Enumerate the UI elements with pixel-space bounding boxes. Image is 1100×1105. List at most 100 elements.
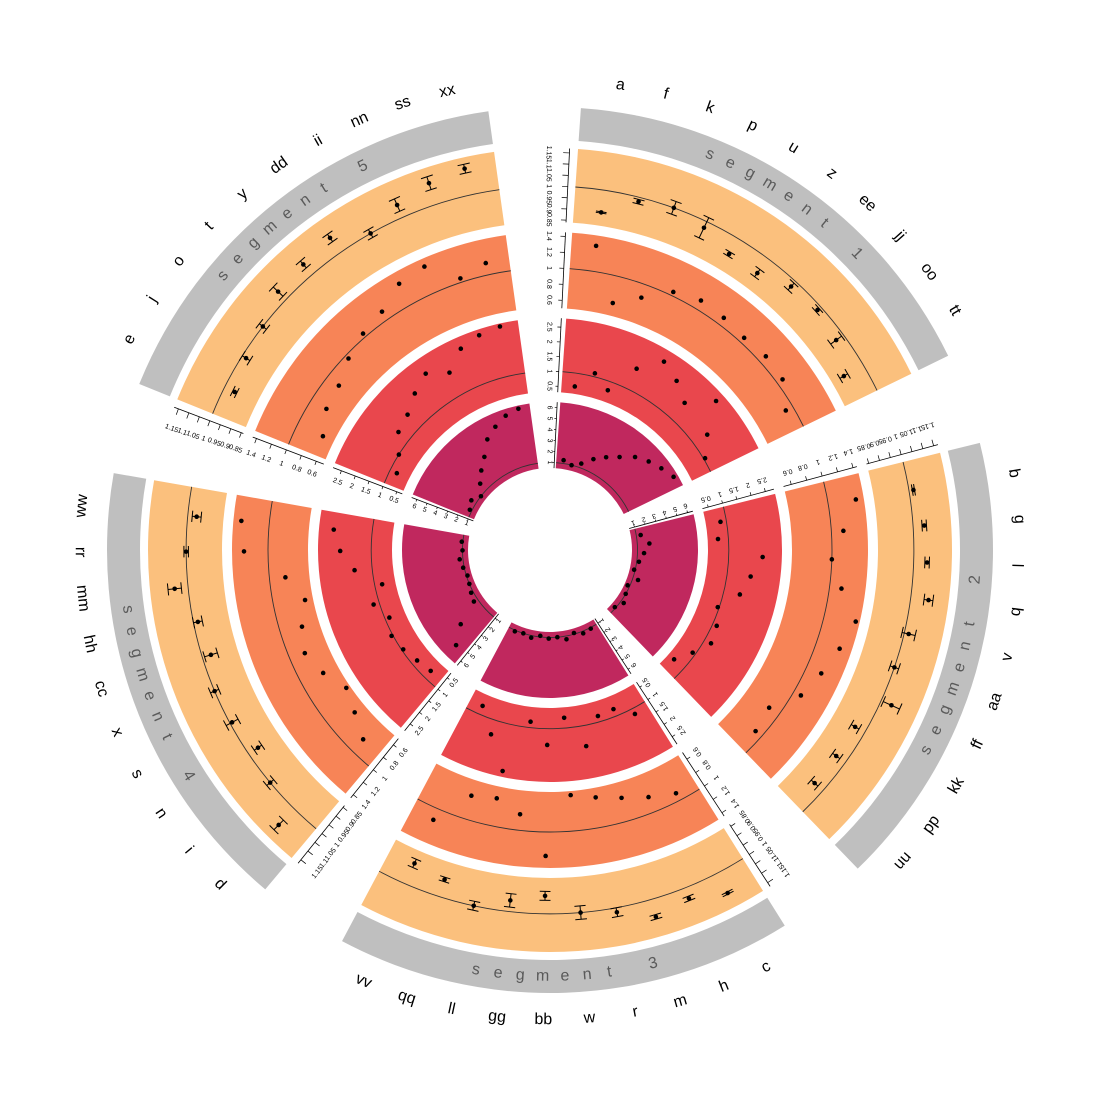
- data-point: [538, 634, 543, 639]
- tick-label: 0.5: [545, 381, 552, 391]
- data-point: [569, 463, 574, 468]
- axis-tick: [731, 823, 735, 826]
- data-point: [462, 166, 467, 171]
- category-label: l: [1011, 564, 1028, 568]
- axis-tick: [354, 476, 355, 479]
- data-point: [925, 560, 930, 565]
- data-point: [500, 769, 505, 774]
- category-label: uu: [890, 848, 915, 873]
- data-point: [546, 636, 551, 641]
- segment-1: 1234560.511.522.50.60.811.21.40.850.90.9…: [544, 76, 964, 514]
- data-point: [283, 575, 288, 580]
- data-point: [672, 657, 677, 662]
- category-label: ii: [311, 132, 326, 150]
- tick-label: 0.6: [398, 747, 410, 759]
- tick-label: 1: [717, 490, 723, 498]
- data-point: [244, 356, 249, 361]
- data-point: [642, 551, 647, 556]
- track-4-axis: [566, 148, 570, 222]
- axis-tick: [300, 456, 301, 460]
- axis-tick: [836, 467, 837, 472]
- data-point: [513, 629, 518, 634]
- axis-tick: [419, 712, 422, 714]
- category-label: kk: [945, 774, 968, 797]
- data-point: [469, 498, 474, 503]
- data-point: [738, 592, 743, 597]
- data-point: [361, 737, 366, 742]
- category-label: ww: [72, 493, 91, 519]
- data-point: [780, 377, 785, 382]
- data-point: [682, 401, 687, 406]
- data-point: [518, 812, 523, 817]
- axis-tick: [343, 807, 347, 810]
- data-point: [714, 624, 719, 629]
- tick-label: 1: [545, 184, 552, 188]
- data-point: [671, 290, 676, 295]
- data-point: [568, 793, 573, 798]
- data-point: [604, 455, 609, 460]
- category-label: b: [1005, 468, 1023, 480]
- data-point: [716, 537, 721, 542]
- tick-label: 1.5: [431, 701, 443, 713]
- data-point: [352, 710, 357, 715]
- tick-label: 6: [411, 503, 417, 511]
- tick-label: 3: [546, 438, 553, 442]
- tick-label: 1: [442, 691, 450, 699]
- axis-tick: [889, 452, 890, 457]
- data-point: [401, 647, 406, 652]
- category-label: e: [120, 331, 139, 347]
- tick-label: 0.85: [545, 213, 553, 227]
- data-point: [459, 539, 464, 544]
- tick-label: 1: [377, 492, 383, 500]
- tick-label: 1.4: [545, 231, 552, 241]
- axis-tick: [610, 641, 611, 642]
- data-point: [671, 475, 676, 480]
- data-point: [472, 599, 477, 604]
- axis-tick: [229, 429, 231, 434]
- data-point: [709, 641, 714, 646]
- tick-label: 2.5: [414, 725, 426, 737]
- axis-tick: [628, 668, 630, 669]
- axis-tick: [750, 492, 751, 495]
- tick-label: 1.05: [545, 168, 553, 182]
- data-point: [415, 658, 420, 663]
- data-point: [447, 370, 452, 375]
- tick-label: 1.1: [545, 159, 552, 169]
- data-point: [725, 891, 730, 896]
- data-point: [543, 894, 548, 899]
- axis-tick: [867, 458, 868, 463]
- axis-tick: [921, 443, 923, 449]
- axis-tick: [737, 833, 741, 836]
- tick-label: 1.2: [260, 454, 272, 464]
- data-point: [767, 705, 772, 710]
- tick-label: 1: [495, 617, 503, 625]
- axis-tick: [468, 652, 470, 653]
- data-point: [423, 371, 428, 376]
- data-point: [395, 203, 400, 208]
- tick-label: 0.6: [692, 745, 703, 757]
- axis-tick: [438, 689, 440, 691]
- data-point: [702, 225, 707, 230]
- data-point: [906, 632, 911, 637]
- category-label: gg: [487, 1007, 507, 1026]
- category-label: xx: [438, 81, 457, 101]
- axis-tick: [218, 425, 220, 430]
- category-label: k: [703, 98, 717, 117]
- data-point: [572, 631, 577, 636]
- axis-tick: [664, 723, 667, 725]
- data-point: [613, 605, 618, 610]
- category-label: z: [824, 164, 841, 182]
- data-point: [184, 549, 189, 554]
- tick-label: 2: [424, 715, 432, 723]
- tick-label: 2: [604, 626, 612, 633]
- data-point: [674, 379, 679, 384]
- data-point: [480, 704, 485, 709]
- tick-label: 0.95: [206, 437, 221, 448]
- axis-tick: [852, 463, 853, 468]
- axis-tick: [239, 433, 241, 438]
- axis-tick: [336, 816, 340, 819]
- tick-label: 1.2: [545, 247, 552, 257]
- tick-label: 6: [463, 662, 471, 670]
- data-point: [615, 910, 620, 915]
